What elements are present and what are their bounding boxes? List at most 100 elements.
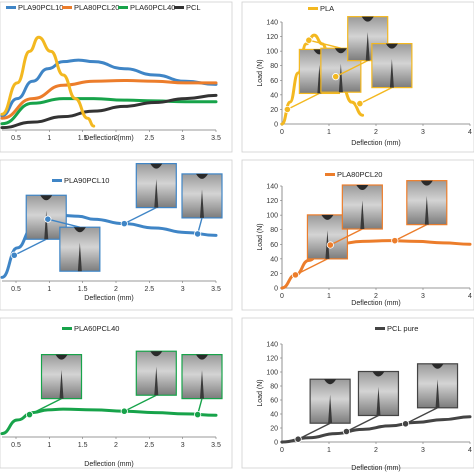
specimen-photo xyxy=(371,42,413,89)
crack-shape xyxy=(154,179,159,208)
data-marker xyxy=(356,100,364,108)
y-tick-label: 100 xyxy=(266,49,278,56)
y-tick-label: 40 xyxy=(270,412,278,419)
x-axis-title: Deflection (mm) xyxy=(84,295,133,302)
crack-shape xyxy=(328,394,333,424)
y-tick-label: 80 xyxy=(270,227,278,234)
x-tick-label: 1 xyxy=(47,442,51,449)
x-tick-label: 1 xyxy=(47,135,51,142)
data-marker xyxy=(326,241,334,249)
loading-nose-shape xyxy=(385,43,398,49)
x-tick-label: 0 xyxy=(280,293,284,300)
specimen-photo xyxy=(135,350,177,396)
series-line xyxy=(0,58,218,118)
data-marker xyxy=(120,220,128,228)
chart-panel: 0 20 40 60 80 100 120 140 Load (N) 0 1 2 3 4 Deflectio… xyxy=(257,4,472,147)
crack-shape xyxy=(376,386,381,416)
series-line xyxy=(280,239,472,290)
x-tick-label: 3 xyxy=(181,442,185,449)
y-tick-label: 80 xyxy=(270,384,278,391)
x-axis-title: Deflection (mm) xyxy=(351,140,400,147)
data-marker xyxy=(305,36,313,44)
x-axis-title: Deflection (mm) xyxy=(84,461,133,468)
crack-shape xyxy=(365,32,370,61)
y-tick-label: 140 xyxy=(266,20,278,27)
y-tick-label: 40 xyxy=(270,92,278,99)
x-tick-label: 1 xyxy=(327,129,331,136)
x-tick-label: 2.5 xyxy=(144,286,154,293)
data-marker xyxy=(44,215,52,223)
series-line xyxy=(0,79,218,120)
x-tick-label: 2 xyxy=(374,447,378,454)
photo-connector xyxy=(405,407,438,425)
specimen-photo xyxy=(181,354,223,400)
crack-shape xyxy=(200,370,204,399)
x-tick-label: 3 xyxy=(421,293,425,300)
x-tick-label: 0.5 xyxy=(11,135,21,142)
x-tick-label: 0.5 xyxy=(11,286,21,293)
specimen-photo xyxy=(40,354,83,400)
crack-shape xyxy=(424,196,429,225)
specimen-photo xyxy=(181,173,223,219)
y-axis-title: Load (N) xyxy=(257,59,264,86)
x-axis-title: Deflection (mm) xyxy=(351,300,400,307)
data-marker xyxy=(25,411,34,419)
series-line xyxy=(0,97,218,126)
data-marker xyxy=(194,411,202,419)
y-tick-label: 100 xyxy=(266,213,278,220)
photo-connector xyxy=(123,394,157,412)
data-marker xyxy=(283,105,291,114)
y-tick-label: 60 xyxy=(270,78,278,85)
specimen-photo xyxy=(59,226,101,272)
panel-frame xyxy=(0,159,233,311)
x-tick-label: 2.5 xyxy=(144,442,154,449)
photo-connector xyxy=(287,92,320,111)
photo-connector xyxy=(297,422,331,440)
y-tick-label: 20 xyxy=(270,426,278,433)
specimen-photo xyxy=(341,184,383,230)
chart-panel: 0 20 40 60 80 100 120 140 Load (N) 0 1 2 3 4 Deflectio… xyxy=(257,170,472,307)
chart-panel: 0.5 1 1.5 2 2.5 3 3.5 Deflection (mm) PLA90PCL10… xyxy=(0,3,221,142)
data-marker xyxy=(332,73,340,81)
photo-connector xyxy=(13,238,47,256)
x-tick-label: 3.5 xyxy=(211,442,221,449)
crack-shape xyxy=(389,59,394,88)
loading-nose-shape xyxy=(40,195,53,201)
crack-shape xyxy=(77,242,82,272)
crack-shape xyxy=(360,200,365,230)
photo-connector xyxy=(346,414,379,433)
y-tick-label: 60 xyxy=(270,398,278,405)
specimen-photo xyxy=(135,163,177,209)
x-tick-label: 4 xyxy=(468,447,472,454)
series-line xyxy=(0,35,96,128)
panel-frame xyxy=(0,1,233,153)
loading-nose-shape xyxy=(431,363,444,369)
y-axis-title: Load (N) xyxy=(257,223,264,250)
y-axis-title: Load (N) xyxy=(257,379,264,406)
loading-nose-shape xyxy=(196,173,208,179)
crack-shape xyxy=(435,379,440,408)
loading-nose-shape xyxy=(420,180,433,186)
photo-connector xyxy=(29,397,62,416)
loading-nose-shape xyxy=(73,227,86,233)
loading-nose-shape xyxy=(324,379,337,385)
x-tick-label: 0 xyxy=(280,129,284,136)
legend-entry: PLA90PCL10 xyxy=(64,176,109,185)
loading-nose-shape xyxy=(150,351,163,357)
crack-shape xyxy=(44,210,49,240)
y-tick-label: 0 xyxy=(274,122,278,129)
x-tick-label: 3.5 xyxy=(211,135,221,142)
crack-shape xyxy=(59,370,64,399)
data-marker xyxy=(194,230,202,238)
specimen-photo xyxy=(309,378,351,424)
loading-nose-shape xyxy=(55,354,68,360)
series-line xyxy=(280,415,472,444)
x-tick-label: 1 xyxy=(327,293,331,300)
series-line xyxy=(280,33,365,126)
specimen-photo xyxy=(306,214,349,260)
x-tick-label: 3.5 xyxy=(211,286,221,293)
panel-frame xyxy=(241,1,474,153)
x-tick-label: 3 xyxy=(181,286,185,293)
x-tick-label: 1.5 xyxy=(78,135,88,142)
